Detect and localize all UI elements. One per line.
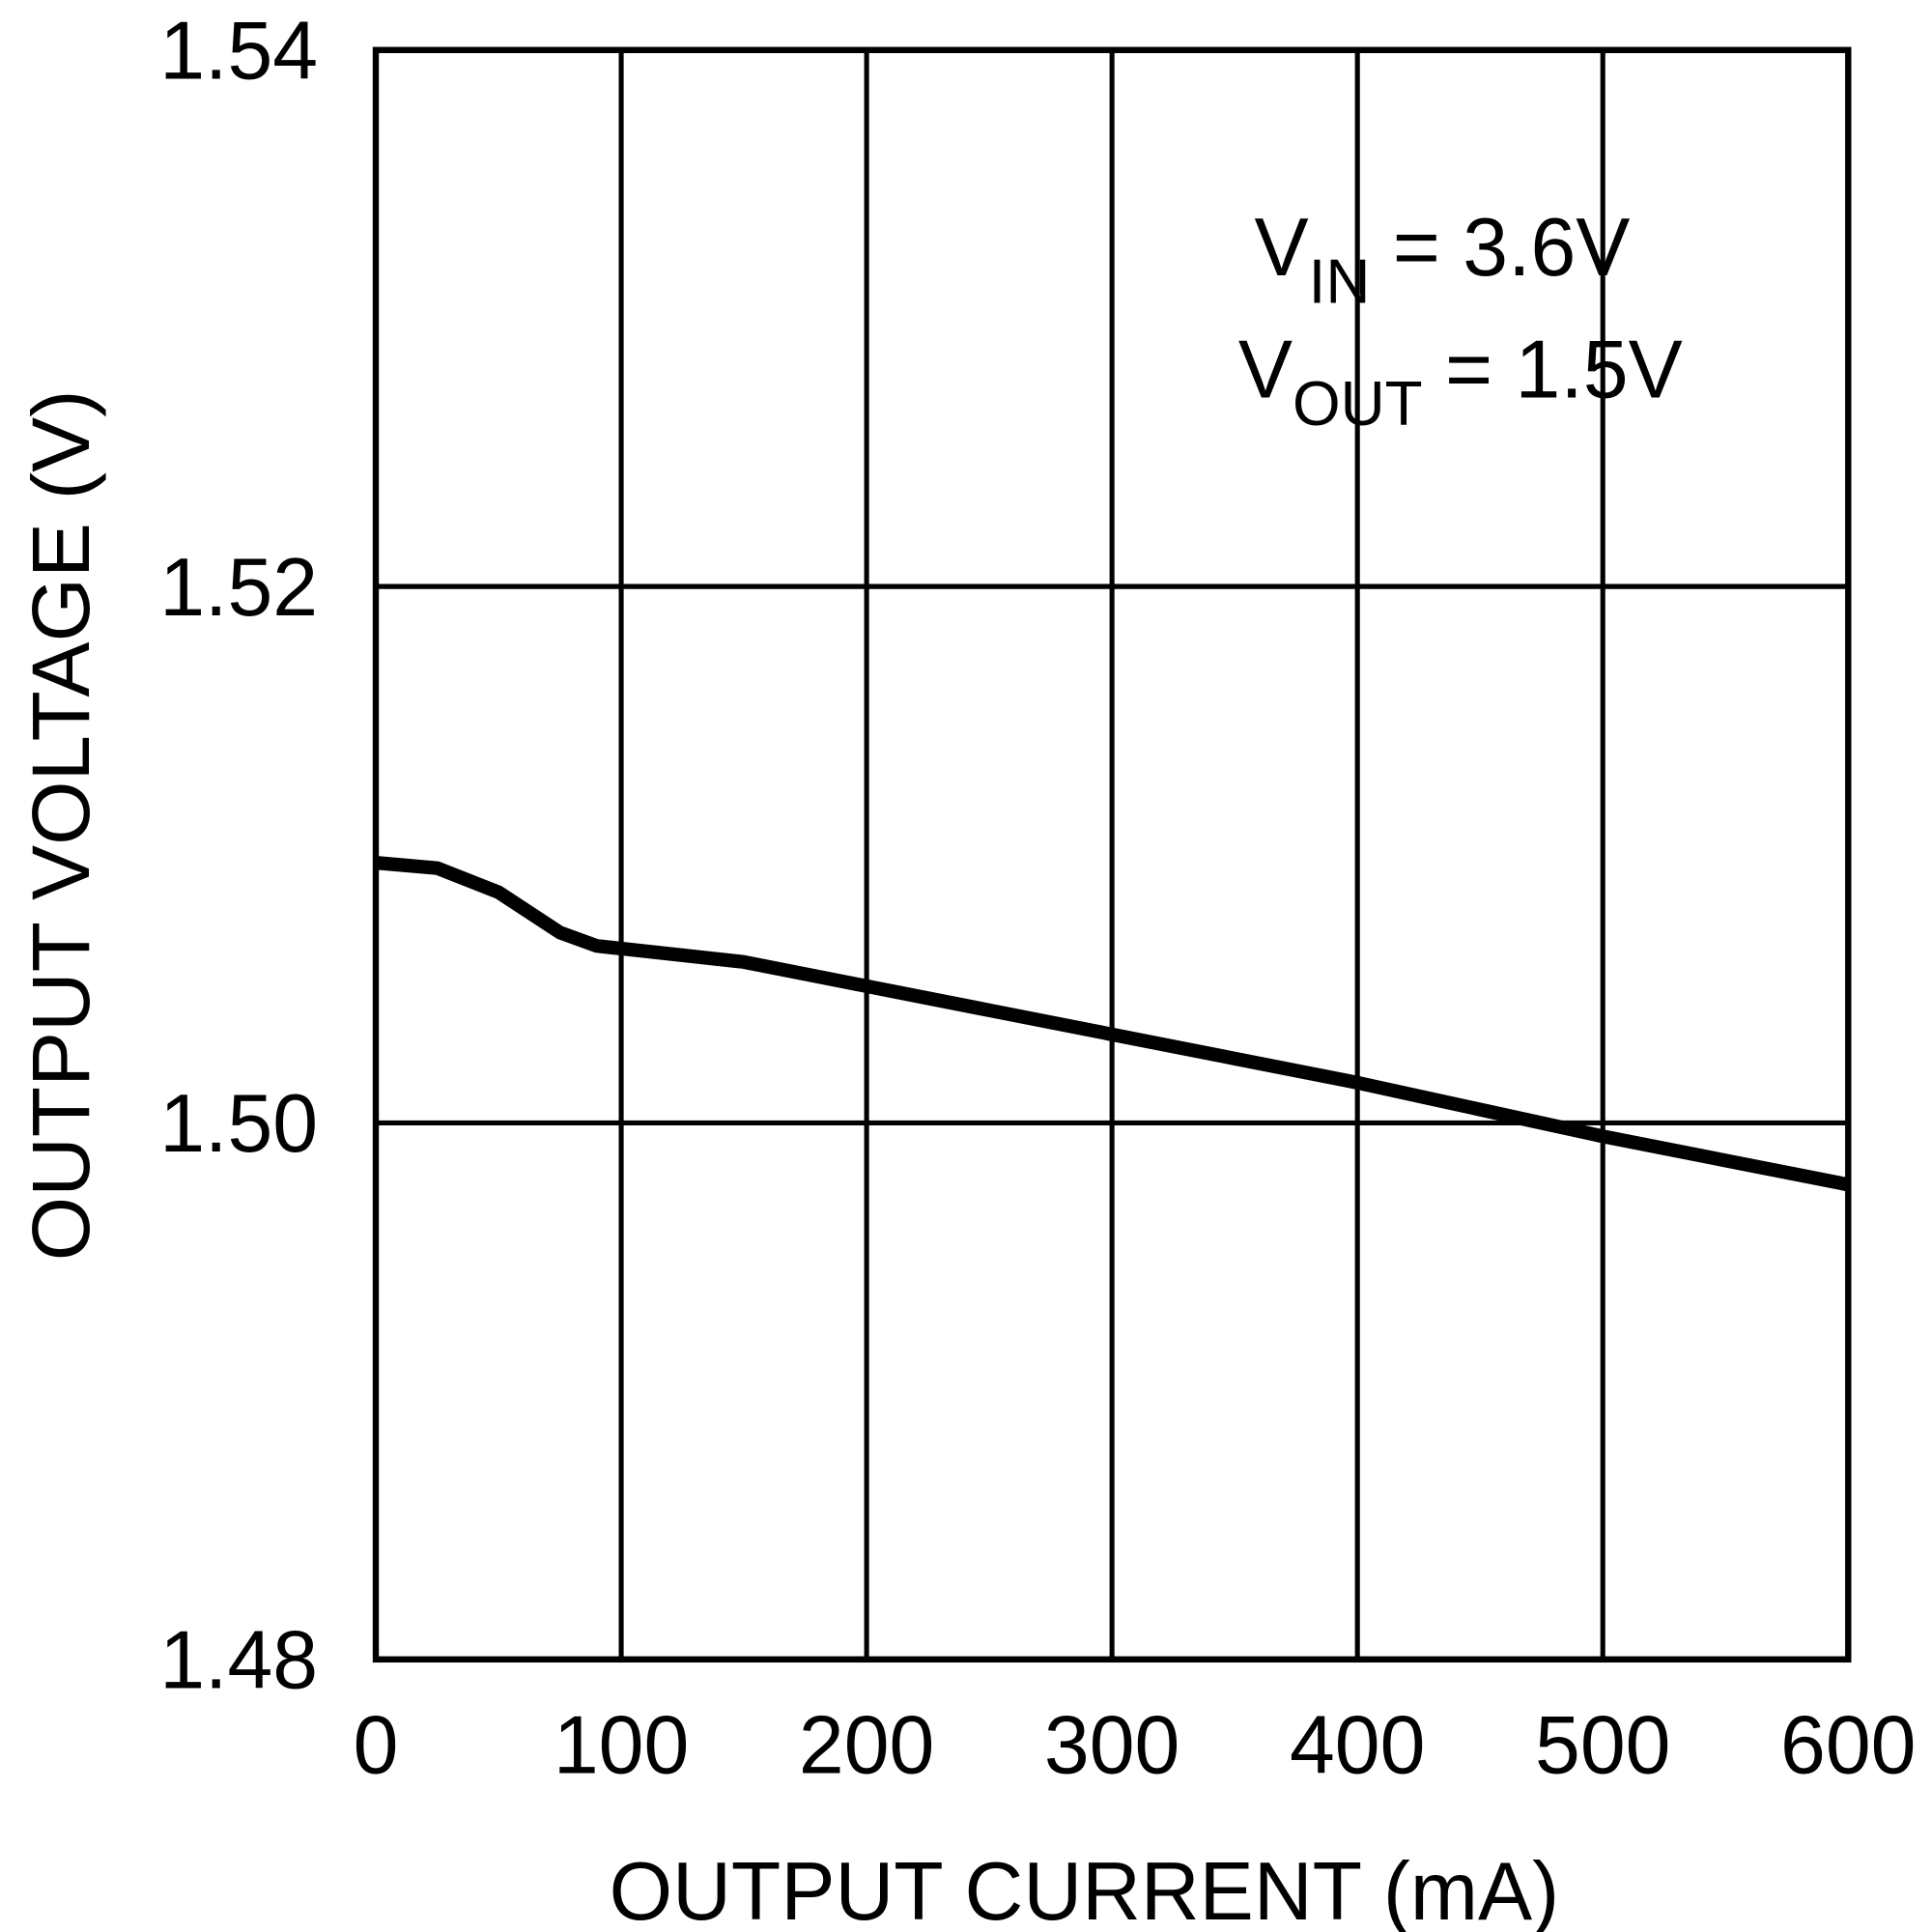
x-tick-label: 400 xyxy=(1290,1698,1425,1791)
annotation-rest: = 1.5V xyxy=(1423,323,1684,415)
x-tick-label: 300 xyxy=(1044,1698,1179,1791)
x-tick-label: 500 xyxy=(1535,1698,1670,1791)
x-axis-label: OUTPUT CURRENT (mA) xyxy=(610,1844,1560,1932)
x-tick-label: 0 xyxy=(354,1698,399,1791)
x-tick-label: 600 xyxy=(1780,1698,1916,1791)
x-tick-label: 100 xyxy=(554,1698,689,1791)
annotation-sub: OUT xyxy=(1293,369,1423,440)
annotation-rest: = 3.6V xyxy=(1370,200,1631,293)
y-axis-label: OUTPUT VOLTAGE (V) xyxy=(14,389,105,1261)
data-line xyxy=(375,856,1850,1192)
annotation: VOUT = 1.5V xyxy=(1238,323,1683,439)
x-tick-label: 200 xyxy=(799,1698,934,1791)
y-tick-label: 1.48 xyxy=(159,1613,318,1706)
annotation-main: V xyxy=(1238,323,1293,415)
annotation: VIN = 3.6V xyxy=(1254,200,1630,316)
annotation-sub: IN xyxy=(1309,246,1371,317)
y-tick-label: 1.52 xyxy=(159,540,318,633)
plot-frame xyxy=(372,46,1852,1663)
y-tick-label: 1.54 xyxy=(159,4,318,97)
y-tick-label: 1.50 xyxy=(159,1077,318,1170)
annotation-main: V xyxy=(1254,200,1309,293)
